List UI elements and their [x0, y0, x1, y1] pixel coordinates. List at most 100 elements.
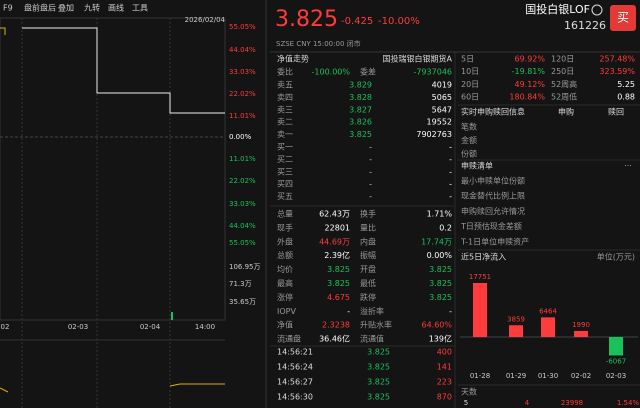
volume-axis-label: 106.95万: [229, 263, 261, 271]
buy-button-label[interactable]: 买: [617, 11, 629, 25]
inflow-bar: [473, 283, 487, 337]
toolbar-button[interactable]: 九转: [84, 3, 100, 13]
tick-time: 14:56:30: [277, 393, 313, 402]
stat-label: 内盘: [360, 236, 376, 246]
toolbar-button[interactable]: 盘前盘后: [24, 3, 56, 13]
stat-label: 跌停: [360, 292, 376, 302]
perf-value: 0.88: [617, 93, 635, 102]
pct-axis-label: 44.04%: [229, 222, 256, 230]
ratio-value: -7937046: [413, 68, 452, 77]
stat-label: 溢折率: [360, 306, 384, 316]
toolbar-button[interactable]: 工具: [132, 4, 148, 13]
book-price: -: [369, 167, 372, 176]
toolbar-button[interactable]: 画线: [108, 3, 124, 13]
stat-value: 64.60%: [421, 321, 452, 330]
book-volume: -: [449, 167, 452, 176]
bottom-value: 23998: [561, 399, 583, 407]
bottom-value: 4: [525, 399, 530, 407]
book-volume: -: [449, 192, 452, 201]
book-price: 3.825: [349, 130, 372, 139]
stat-value: 62.43万: [319, 210, 350, 219]
stat-value: 17.74万: [421, 237, 452, 246]
stat-label: 现手: [277, 222, 293, 232]
stat-label: 升贴水率: [360, 320, 392, 330]
book-price: -: [369, 192, 372, 201]
stat-value: 2.39亿: [324, 250, 350, 260]
book-level: 卖三: [277, 105, 293, 114]
perf-label: 120日: [551, 55, 574, 64]
perf-value: 69.92%: [514, 55, 545, 64]
list-row-label: 申购赎回允许情况: [461, 206, 525, 216]
perf-label: 52周高: [551, 79, 577, 89]
perf-value: -19.81%: [512, 67, 546, 76]
perf-label: 52周低: [551, 92, 577, 102]
tick-volume: 141: [437, 363, 452, 372]
tick-volume: 223: [437, 378, 452, 387]
inflow-date: 01-28: [470, 372, 490, 380]
security-code: 161226: [564, 19, 606, 32]
inflow-value: 6464: [539, 307, 557, 315]
book-level: 买四: [277, 180, 293, 189]
stat-value: 3.825: [429, 279, 452, 288]
stat-value: 3.825: [327, 265, 350, 274]
inflow-value: 1990: [572, 321, 590, 329]
stat-value: 0.00%: [427, 251, 453, 260]
stat-value: 1.71%: [427, 210, 453, 219]
bottom-value: 5: [464, 399, 468, 407]
pct-axis-label: 55.05%: [229, 23, 256, 31]
section-title: 近5日净流入: [461, 252, 506, 262]
list-row-label: T日预估现金差额: [460, 221, 522, 231]
sub-row-label: 笔数: [461, 122, 477, 132]
stat-value: 139亿: [429, 334, 452, 344]
stat-label: 最低: [360, 278, 376, 288]
stat-value: 4.675: [327, 293, 350, 302]
sub-row-label: 金额: [461, 135, 477, 145]
stat-label: 换手: [360, 209, 376, 219]
book-volume: 4019: [432, 81, 452, 90]
book-price: 3.828: [349, 93, 372, 102]
toolbar-button[interactable]: F9: [3, 4, 13, 13]
change-pct: -10.00%: [378, 16, 420, 27]
unit-label: 单位(万元): [597, 252, 635, 262]
perf-label: 20日: [461, 80, 479, 89]
book-price: -: [369, 180, 372, 189]
book-header: 净值走势: [277, 54, 309, 64]
pct-axis-label: 11.01%: [229, 112, 256, 120]
perf-label: 60日: [461, 93, 479, 102]
inflow-value: 3859: [507, 315, 525, 323]
book-level: 买三: [277, 167, 293, 176]
more-icon[interactable]: ···: [624, 162, 632, 171]
book-level: 卖四: [277, 93, 293, 102]
chart-date: 2026/02/04: [185, 16, 226, 24]
buy-button[interactable]: [610, 5, 636, 31]
stat-label: IOPV: [277, 307, 296, 316]
column-header: 赎回: [608, 107, 624, 117]
inflow-date: 02-03: [606, 372, 626, 380]
book-level: 买一: [277, 143, 293, 152]
bottom-value: 1.54%: [617, 399, 640, 407]
price-line-prev: [0, 27, 6, 35]
inflow-date: 01-29: [506, 372, 526, 380]
price: 3.825: [275, 7, 338, 32]
stat-value: 2.3238: [322, 321, 350, 330]
toolbar-button[interactable]: 叠加: [58, 3, 74, 13]
inflow-bar: [509, 325, 523, 337]
book-price: -: [369, 155, 372, 164]
pct-axis-label: 33.03%: [229, 200, 256, 208]
ratio-label: 委比: [277, 67, 293, 77]
pct-axis-label: 55.05%: [229, 239, 256, 247]
stat-value: 3.825: [429, 265, 452, 274]
book-price: 3.826: [349, 118, 372, 127]
tick-price: 3.825: [367, 348, 390, 357]
info-icon[interactable]: [591, 4, 603, 16]
inflow-bar: [574, 330, 588, 337]
pct-axis-label: 44.04%: [229, 46, 256, 54]
stat-label: 最高: [277, 278, 293, 288]
tick-volume: 870: [437, 393, 452, 402]
pct-axis-label: 0.00%: [229, 133, 252, 141]
stat-label: 开盘: [360, 264, 376, 274]
tick-price: 3.825: [367, 378, 390, 387]
book-volume: 7902763: [416, 130, 452, 139]
tick-time: 14:56:27: [277, 378, 313, 387]
